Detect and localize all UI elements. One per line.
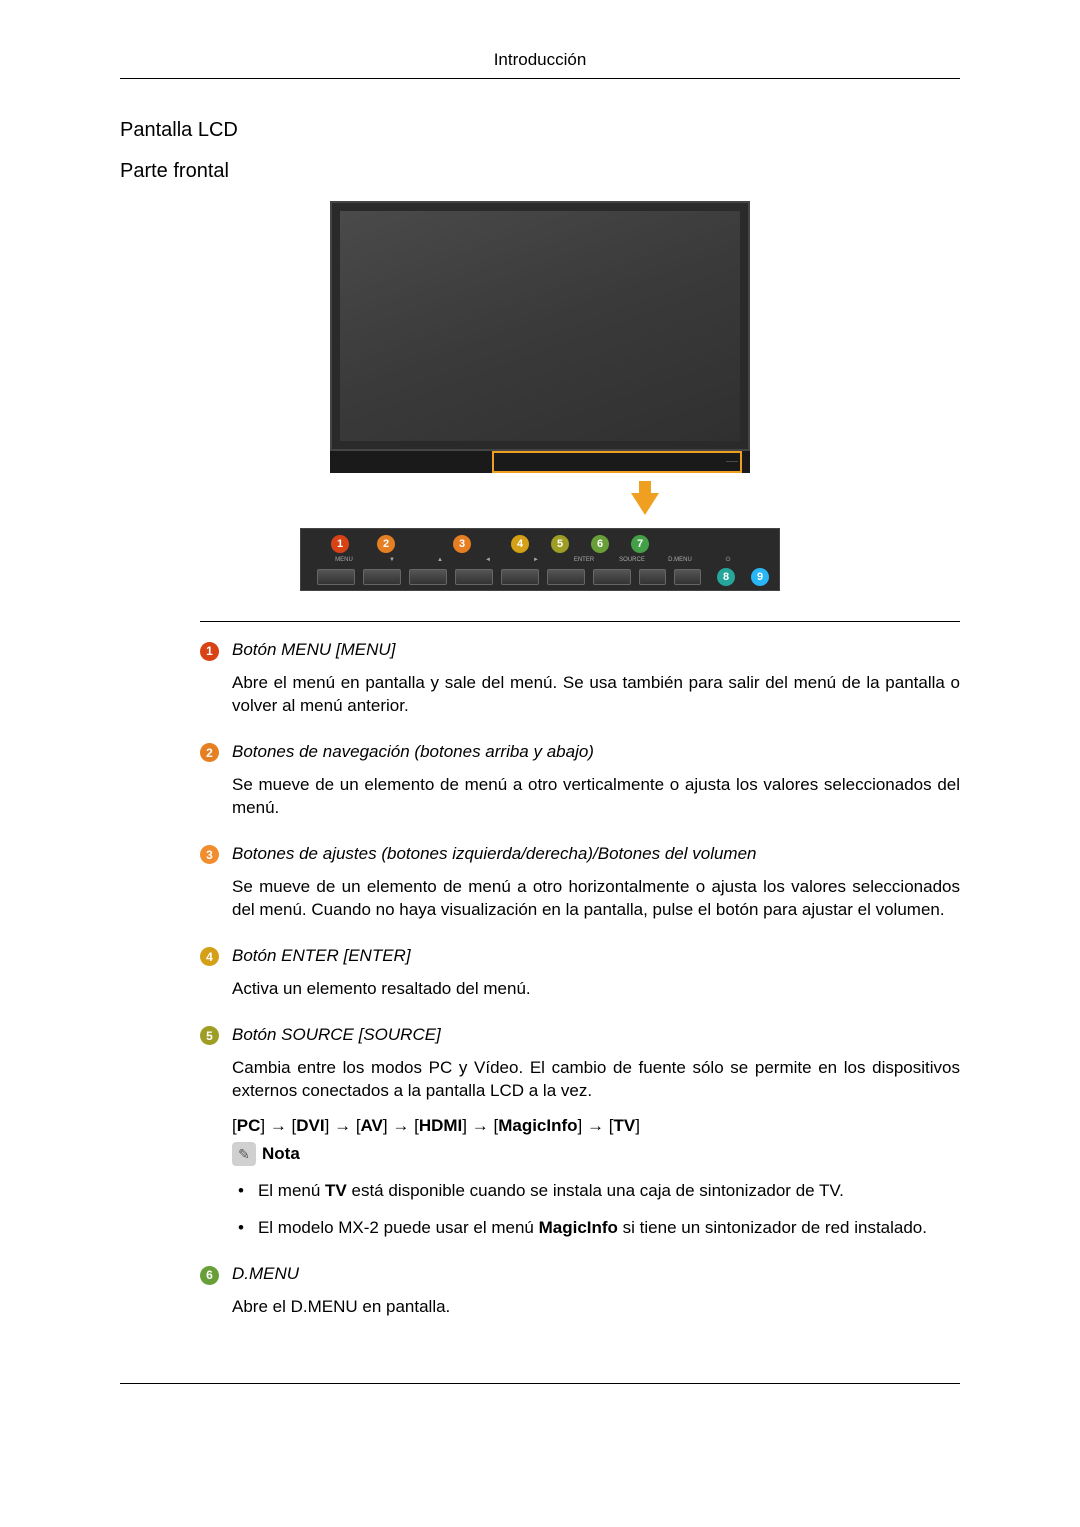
item-text: Abre el D.MENU en pantalla. xyxy=(232,1296,960,1319)
panel-button xyxy=(317,569,355,585)
desc-item-5: 5 Botón SOURCE [SOURCE] Cambia entre los… xyxy=(200,1025,960,1255)
panel-button xyxy=(593,569,631,585)
heading-front: Parte frontal xyxy=(120,160,960,183)
panel-button xyxy=(501,569,539,585)
bullet-item: El menú TV está disponible cuando se ins… xyxy=(232,1180,960,1203)
item-title: Botón SOURCE [SOURCE] xyxy=(232,1025,960,1045)
badge-5: 5 xyxy=(200,1026,219,1045)
desc-item-1: 1 Botón MENU [MENU] Abre el menú en pant… xyxy=(200,640,960,732)
item-title: D.MENU xyxy=(232,1264,960,1284)
panel-button xyxy=(639,569,666,585)
panel-button xyxy=(547,569,585,585)
panel-button xyxy=(363,569,401,585)
item-title: Botón ENTER [ENTER] xyxy=(232,946,960,966)
panel-label-up: ▲ xyxy=(423,557,457,564)
badge-2: 2 xyxy=(200,743,219,762)
item-text: Se mueve de un elemento de menú a otro h… xyxy=(232,876,960,922)
item-title: Botones de navegación (botones arriba y … xyxy=(232,742,960,762)
separator xyxy=(200,621,960,622)
item-text: Activa un elemento resaltado del menú. xyxy=(232,978,960,1001)
panel-button xyxy=(674,569,701,585)
panel-label-enter: ENTER xyxy=(567,557,601,564)
panel-badge-5: 5 xyxy=(551,535,569,553)
item-title: Botón MENU [MENU] xyxy=(232,640,960,660)
note-bullets: El menú TV está disponible cuando se ins… xyxy=(232,1180,960,1240)
panel-label-source: SOURCE xyxy=(615,557,649,564)
panel-button xyxy=(409,569,447,585)
item-text: Se mueve de un elemento de menú a otro v… xyxy=(232,774,960,820)
arrow-down-icon xyxy=(330,481,750,520)
page-header: Introducción xyxy=(120,50,960,79)
control-panel-strip: 1 2 3 4 5 6 7 MENU ▼ ▲ ◄ ► ENTER SOURCE … xyxy=(300,528,780,591)
panel-label-dmenu: D.MENU xyxy=(663,557,697,564)
item-text: Cambia entre los modos PC y Vídeo. El ca… xyxy=(232,1057,960,1103)
panel-label-left: ◄ xyxy=(471,557,505,564)
badge-3: 3 xyxy=(200,845,219,864)
item-title: Botones de ajustes (botones izquierda/de… xyxy=(232,844,960,864)
badge-6: 6 xyxy=(200,1266,219,1285)
panel-button xyxy=(455,569,493,585)
note-label: Nota xyxy=(262,1144,300,1164)
note-icon: ✎ xyxy=(232,1142,256,1166)
bullet-item: El modelo MX-2 puede usar el menú MagicI… xyxy=(232,1217,960,1240)
panel-badge-7: 7 xyxy=(631,535,649,553)
monitor-bezel xyxy=(330,201,750,451)
desc-item-3: 3 Botones de ajustes (botones izquierda/… xyxy=(200,844,960,936)
panel-badge-9: 9 xyxy=(751,568,769,586)
panel-badge-3: 3 xyxy=(453,535,471,553)
panel-badge-8: 8 xyxy=(717,568,735,586)
highlight-box xyxy=(492,451,742,473)
item-text: Abre el menú en pantalla y sale del menú… xyxy=(232,672,960,718)
desc-item-4: 4 Botón ENTER [ENTER] Activa un elemento… xyxy=(200,946,960,1015)
panel-badge-4: 4 xyxy=(511,535,529,553)
panel-badge-6: 6 xyxy=(591,535,609,553)
heading-lcd: Pantalla LCD xyxy=(120,119,960,142)
badge-4: 4 xyxy=(200,947,219,966)
monitor-screen xyxy=(340,211,740,441)
badge-1: 1 xyxy=(200,642,219,661)
panel-badge-1: 1 xyxy=(331,535,349,553)
monitor-diagram: —— 1 2 3 4 5 6 7 MENU ▼ ▲ ◄ ► ENTER SOUR… xyxy=(120,201,960,591)
footer-rule xyxy=(120,1383,960,1384)
panel-badge-2: 2 xyxy=(377,535,395,553)
source-chain: [PC] → [DVI] → [AV] → [HDMI] → [MagicInf… xyxy=(232,1116,960,1136)
panel-label-down: ▼ xyxy=(375,557,409,564)
panel-label-right: ► xyxy=(519,557,553,564)
desc-item-2: 2 Botones de navegación (botones arriba … xyxy=(200,742,960,834)
desc-item-6: 6 D.MENU Abre el D.MENU en pantalla. xyxy=(200,1264,960,1333)
panel-label-power: ⏻ xyxy=(711,557,745,564)
panel-label-menu: MENU xyxy=(327,557,361,564)
